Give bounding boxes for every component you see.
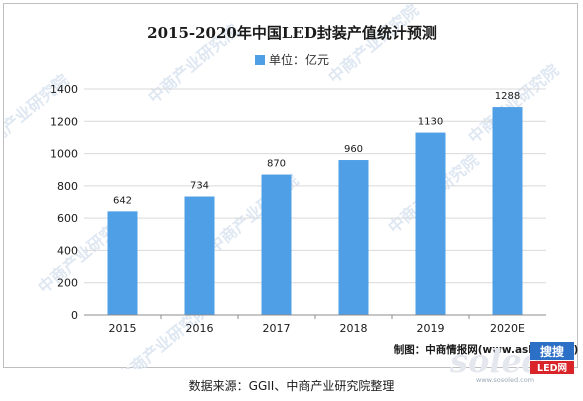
x-axis-ticks: 2015 2016 2017 2018 2019 2020E: [109, 315, 525, 335]
bar-2017: [261, 174, 292, 315]
legend-swatch: [255, 55, 265, 65]
x-tick-label: 2018: [340, 322, 368, 335]
logo-sub-text: 搜搜: [540, 344, 565, 359]
y-tick-label: 1400: [50, 83, 78, 96]
data-label-2017: 870: [267, 159, 286, 170]
x-tick-label: 2020E: [490, 322, 525, 335]
logo-badge-top: [530, 342, 574, 360]
data-label-2019: 1130: [418, 117, 443, 128]
y-tick-label: 1200: [50, 115, 78, 128]
y-tick-label: 800: [57, 180, 78, 193]
y-tick-label: 1000: [50, 148, 78, 161]
source-note: 数据来源：GGII、中商产业研究院整理: [188, 379, 395, 393]
y-axis-ticks: 0 200 400 600 800 1000 1200 1400: [50, 83, 78, 322]
logo-main-text: soled: [449, 342, 544, 380]
y-tick-label: 0: [71, 309, 78, 322]
logo-badge-text: LED网: [537, 363, 567, 374]
x-tick-label: 2017: [263, 322, 291, 335]
soled-logo: soled 搜搜 LED网 www.sosoled.com: [449, 342, 574, 384]
gridlines: [84, 88, 546, 284]
watermark-text: 中商产业研究院: [324, 4, 422, 87]
data-label-2015: 642: [113, 195, 132, 206]
bars: 642 734 870 960 1130 1288: [107, 91, 523, 315]
bar-2016: [184, 196, 215, 315]
legend-label: 单位：亿元: [269, 52, 329, 67]
chart-frame: 中商产业研究院 中商产业研究院 中商产业研究院 中商产业研究院 中商产业研究院 中商产业研…: [3, 3, 578, 369]
bar-2015: [107, 211, 138, 315]
y-tick-label: 400: [57, 244, 78, 257]
logo-badge-bottom: [530, 361, 574, 374]
chart-title: 2015-2020年中国LED封装产值统计预测: [147, 24, 437, 42]
bar-2018: [338, 160, 369, 315]
bar-2019: [415, 132, 446, 315]
x-tick-label: 2019: [417, 322, 445, 335]
data-label-2018: 960: [344, 144, 363, 155]
logo-url: www.sosoled.com: [476, 376, 534, 384]
data-label-2020E: 1288: [495, 91, 520, 102]
data-label-2016: 734: [190, 181, 209, 192]
x-tick-label: 2015: [109, 322, 137, 335]
x-tick-label: 2016: [186, 322, 214, 335]
y-tick-label: 600: [57, 212, 78, 225]
y-tick-label: 200: [57, 277, 78, 290]
bar-2020E: [492, 107, 523, 315]
